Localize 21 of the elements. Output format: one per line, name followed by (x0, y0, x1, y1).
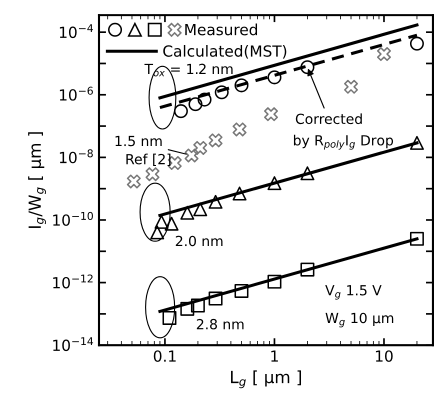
annotation: 1.5 nm (116, 136, 162, 146)
x-axis-title: L$_{g}$ [ μm ] (231, 370, 302, 388)
y-tick-label: 10$^{−6}$ (60, 86, 93, 101)
y-tick-label: 10$^{−4}$ (60, 24, 93, 38)
y-tick-label: 10$^{−12}$ (53, 274, 93, 288)
x-tick-label: 0.1 (154, 350, 176, 362)
x-tick-label: 1 (271, 350, 278, 362)
annotation: Corrected (296, 113, 362, 124)
y-axis-title: I$_{g}$/W$_{g}$ [ μm ] (28, 132, 46, 228)
annotation: 2.0 nm (176, 236, 222, 246)
annotation: 2.8 nm (196, 318, 244, 330)
legend-label: Measured (185, 24, 258, 36)
y-tick-label: 10$^{−8}$ (60, 149, 93, 164)
annotation: by R$_{poly}$I$_{g}$ Drop (294, 134, 394, 150)
y-tick-label: 10$^{−14}$ (53, 337, 94, 352)
annotation: Ref [2] (126, 154, 170, 166)
y-tick-label: 10$^{−10}$ (53, 212, 93, 226)
annotation: W$_{g}$ 10 μm (326, 312, 394, 328)
annotation: V$_{g}$ 1.5 V (325, 285, 382, 300)
legend-label: Calculated(MST) (163, 44, 286, 59)
x-tick-label: 10 (376, 350, 393, 362)
